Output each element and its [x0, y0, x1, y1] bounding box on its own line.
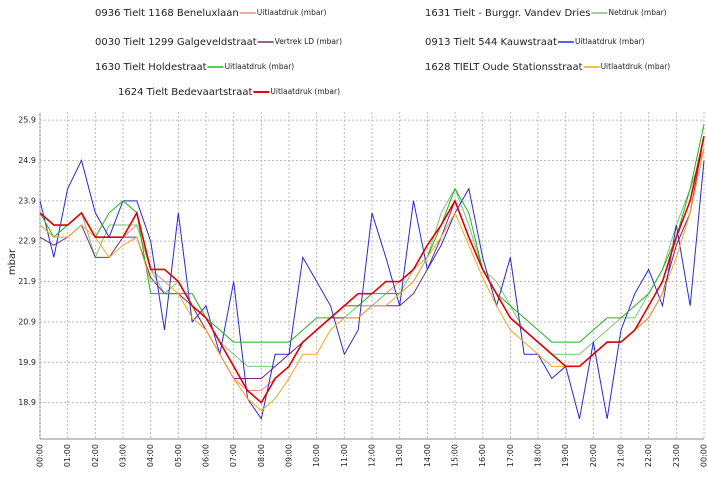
legend-label: 0913 Tielt 544 Kauwstraat: [425, 37, 557, 48]
x-tick-label: 17:00: [506, 444, 515, 467]
legend-unit: Uitlaatdruk (mbar): [225, 62, 295, 71]
x-tick-label: 03:00: [119, 444, 128, 467]
x-tick-label: 19:00: [561, 444, 570, 467]
x-tick-label: 04:00: [146, 444, 155, 467]
legend-unit: Vertrek LD (mbar): [275, 37, 342, 46]
x-tick-label: 15:00: [451, 444, 460, 467]
x-tick-label: 08:00: [257, 444, 266, 467]
y-tick-label: 20.9: [18, 317, 36, 326]
x-tick-label: 21:00: [617, 444, 626, 467]
x-tick-label: 10:00: [312, 444, 321, 467]
legend-label: 0030 Tielt 1299 Galgeveldstraat: [95, 37, 257, 48]
legend-label: 1631 Tielt - Burggr. Vandev Dries: [425, 8, 590, 19]
y-tick-label: 25.9: [18, 116, 36, 125]
x-tick-label: 05:00: [174, 444, 183, 467]
x-tick-label: 14:00: [423, 444, 432, 467]
x-tick-label: 11:00: [340, 444, 349, 467]
x-tick-label: 00:00: [700, 444, 707, 467]
x-tick-label: 23:00: [672, 444, 681, 467]
x-tick-label: 00:00: [36, 444, 45, 467]
x-tick-label: 12:00: [368, 444, 377, 467]
legend-label: 1624 Tielt Bedevaartstraat: [118, 87, 252, 98]
x-tick-label: 20:00: [589, 444, 598, 467]
x-tick-label: 02:00: [91, 444, 100, 467]
legend-label: 1630 Tielt Holdestraat: [95, 62, 207, 73]
legend-unit: Uitlaatdruk (mbar): [257, 8, 327, 17]
series-line: [39, 136, 705, 404]
series-line: [39, 148, 705, 412]
legend-unit: Uitlaatdruk (mbar): [270, 87, 340, 96]
legend-label: 0936 Tielt 1168 Beneluxlaan: [95, 8, 239, 19]
legend-label: 1628 TIELT Oude Stationsstraat: [425, 62, 583, 73]
x-tick-label: 13:00: [395, 444, 404, 467]
legend-unit: Uitlaatdruk (mbar): [601, 62, 671, 71]
x-tick-label: 16:00: [478, 444, 487, 467]
x-tick-label: 07:00: [229, 444, 238, 467]
x-tick-label: 09:00: [285, 444, 294, 467]
x-tick-label: 18:00: [534, 444, 543, 467]
y-tick-label: 18.9: [18, 398, 36, 407]
y-axis-label: mbar: [7, 248, 18, 275]
series-line: [39, 159, 705, 421]
x-tick-label: 01:00: [63, 444, 72, 467]
y-tick-label: 24.9: [18, 156, 36, 165]
y-tick-label: 21.9: [18, 277, 36, 286]
legend-unit: Netdruk (mbar): [608, 8, 666, 17]
y-tick-label: 23.9: [18, 196, 36, 205]
x-tick-label: 22:00: [644, 444, 653, 467]
x-tick-label: 06:00: [202, 444, 211, 467]
y-tick-label: 19.9: [18, 358, 36, 367]
legend-unit: Uitlaatdruk (mbar): [575, 37, 645, 46]
y-tick-label: 22.9: [18, 237, 36, 246]
